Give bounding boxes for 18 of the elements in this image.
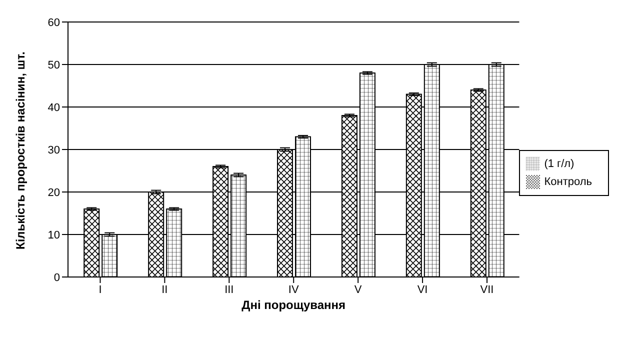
legend-label: (1 г/л) <box>544 158 574 170</box>
x-tick-label: V <box>354 284 362 296</box>
x-axis-title: Дні порощування <box>242 298 346 312</box>
x-tick-label: III <box>224 284 234 296</box>
y-tick-label: 40 <box>48 102 60 114</box>
y-tick-label: 10 <box>48 229 60 242</box>
y-tick-label: 50 <box>48 59 60 72</box>
x-tick-label: VII <box>480 284 494 296</box>
x-tick-label: II <box>162 284 168 296</box>
y-tick-label: 30 <box>48 144 60 156</box>
y-tick-label: 20 <box>48 186 60 199</box>
y-tick-label: 60 <box>48 16 60 29</box>
y-tick-label: 0 <box>54 272 60 284</box>
x-tick-label: IV <box>288 284 300 296</box>
y-axis-title: Кількість проростків насінин, шт. <box>13 52 28 250</box>
legend-label: Контроль <box>544 176 592 188</box>
x-tick-label: VI <box>417 284 428 296</box>
x-tick-label: I <box>98 284 102 296</box>
